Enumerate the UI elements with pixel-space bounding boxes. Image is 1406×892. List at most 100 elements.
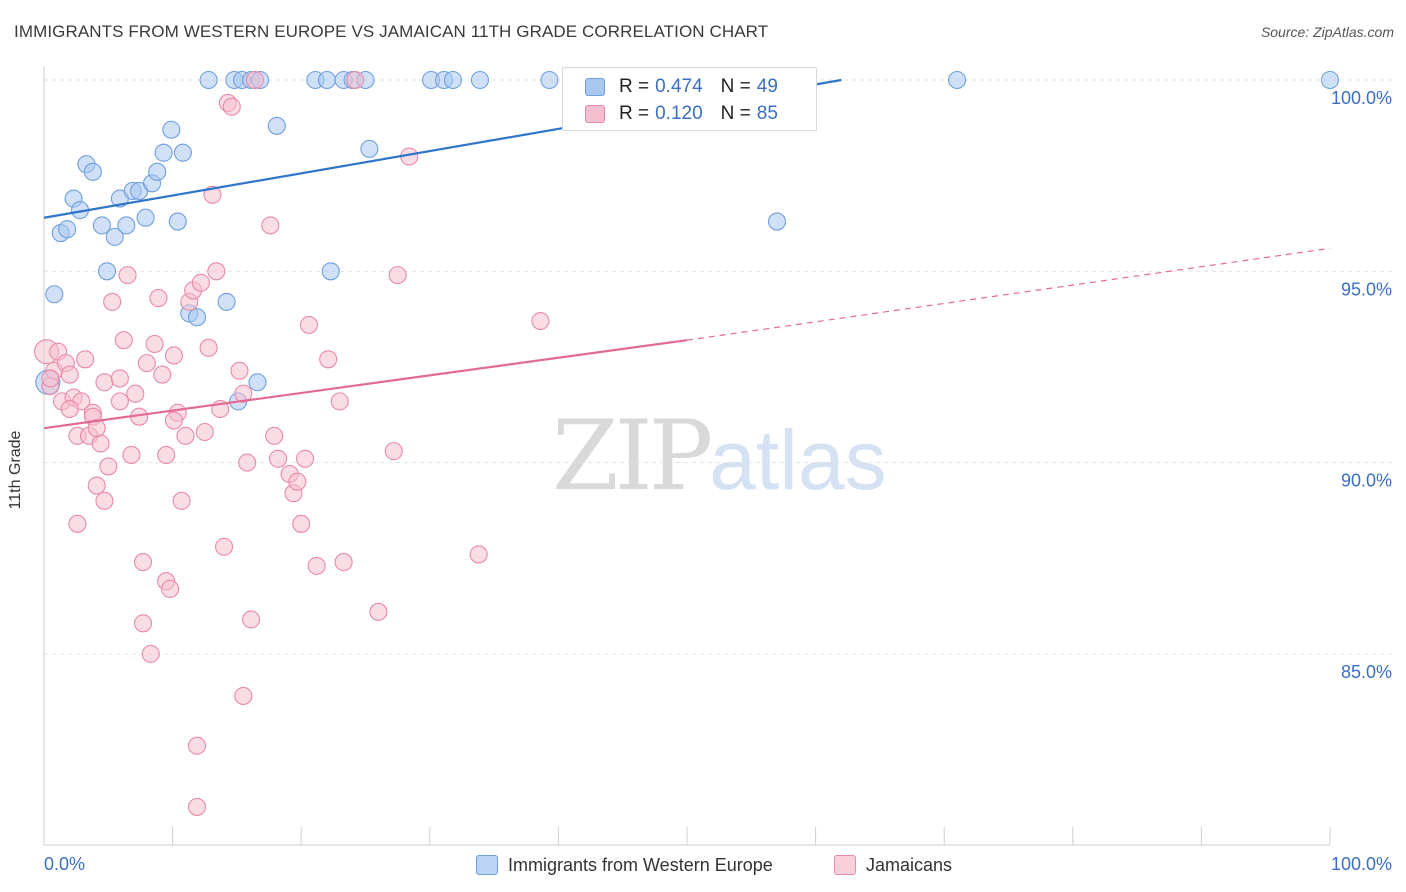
point-western-europe (217, 292, 236, 311)
point-western-europe (162, 120, 181, 139)
legend-n-label: N = (720, 76, 751, 97)
point-jamaicans (157, 445, 176, 464)
legend-r-value: 0.474 (655, 76, 703, 97)
point-western-europe (187, 308, 207, 327)
point-jamaicans (145, 334, 164, 354)
point-jamaicans (126, 384, 145, 403)
point-jamaicans (384, 442, 403, 461)
point-jamaicans (195, 422, 214, 442)
point-western-europe (317, 70, 336, 90)
point-western-europe (321, 262, 340, 281)
bottom-legend-swatch-pink (834, 855, 856, 875)
legend-r-label: R = (619, 76, 650, 97)
point-western-europe (1320, 70, 1340, 90)
point-jamaicans (334, 553, 353, 572)
point-jamaicans (60, 399, 79, 419)
point-western-europe (105, 227, 124, 246)
legend-swatch-blue (585, 78, 605, 96)
point-jamaicans (114, 331, 133, 350)
point-jamaicans (238, 453, 257, 472)
point-jamaicans (87, 419, 106, 438)
point-jamaicans (234, 384, 253, 403)
point-western-europe (948, 70, 967, 90)
stats-legend: R = 0.474 N = 49 R = 0.120 N = 85 (562, 67, 817, 131)
point-western-europe (767, 212, 787, 231)
point-jamaicans (95, 491, 114, 510)
watermark-zip: ZIP (552, 400, 713, 512)
watermark: ZIPatlas (552, 400, 887, 512)
bottom-legend-jamaicans[interactable]: Jamaicans (834, 852, 952, 878)
point-western-europe (148, 162, 167, 181)
point-western-europe (470, 70, 490, 90)
point-jamaicans (261, 216, 280, 235)
point-western-europe (248, 373, 267, 392)
point-western-europe (92, 216, 111, 235)
point-jamaicans (87, 476, 106, 495)
bottom-legend-label: Immigrants from Western Europe (508, 854, 773, 875)
point-western-europe (443, 70, 462, 90)
point-jamaicans (133, 614, 153, 633)
point-jamaicans (41, 369, 60, 388)
bottom-legend-western-europe[interactable]: Immigrants from Western Europe (476, 852, 773, 878)
point-jamaicans (288, 472, 307, 491)
legend-n-value: 85 (756, 103, 778, 124)
legend-r-value: 0.120 (655, 103, 703, 124)
point-western-europe (136, 208, 155, 227)
bottom-legend-label: Jamaicans (866, 854, 953, 875)
point-jamaicans (388, 266, 407, 285)
point-western-europe (58, 220, 77, 239)
point-jamaicans (149, 289, 168, 308)
point-western-europe (540, 70, 559, 90)
y-tick-label: 100.0% (1331, 88, 1392, 108)
point-western-europe (117, 216, 136, 235)
legend-r-label: R = (619, 103, 650, 124)
point-western-europe (45, 285, 64, 304)
point-jamaicans (241, 610, 261, 629)
point-jamaicans (299, 315, 318, 334)
point-jamaicans (369, 602, 388, 621)
point-jamaicans (99, 457, 118, 476)
point-jamaicans (203, 185, 222, 204)
point-western-europe (360, 139, 379, 158)
y-tick-label: 95.0% (1341, 279, 1392, 299)
point-jamaicans (76, 350, 95, 369)
point-jamaicans (330, 392, 349, 411)
point-jamaicans (307, 556, 326, 575)
y-tick-label: 90.0% (1341, 471, 1392, 491)
x-tick-label: 100.0% (1331, 854, 1392, 874)
chart-title: IMMIGRANTS FROM WESTERN EUROPE VS JAMAIC… (14, 22, 769, 41)
point-jamaicans (265, 426, 284, 445)
point-jamaicans (110, 392, 129, 411)
point-jamaicans (207, 262, 226, 281)
point-jamaicans (110, 369, 129, 388)
x-tick-label: 0.0% (44, 854, 85, 874)
point-jamaicans (346, 70, 365, 90)
point-jamaicans (95, 373, 114, 392)
legend-n-value: 49 (756, 76, 778, 97)
point-jamaicans (103, 292, 122, 311)
point-jamaicans (176, 426, 195, 445)
bottom-legend-swatch-blue (476, 855, 498, 875)
point-jamaicans (296, 449, 315, 468)
y-tick-label: 85.0% (1341, 662, 1392, 682)
point-jamaicans (469, 545, 488, 564)
point-jamaicans (91, 434, 110, 453)
point-western-europe (199, 70, 218, 90)
point-jamaicans (160, 579, 180, 598)
point-jamaicans (191, 273, 210, 292)
point-jamaicans (292, 514, 311, 533)
point-jamaicans (269, 449, 288, 468)
point-jamaicans (199, 338, 218, 357)
legend-row-jamaicans: R = 0.120 N = 85 (585, 102, 778, 126)
point-jamaicans (230, 361, 249, 380)
legend-row-western-europe: R = 0.474 N = 49 (585, 75, 778, 99)
legend-n-label: N = (720, 103, 751, 124)
point-jamaicans (153, 365, 172, 384)
point-jamaicans (68, 514, 87, 533)
point-western-europe (168, 212, 187, 231)
watermark-atlas: atlas (709, 413, 887, 507)
point-western-europe (83, 162, 102, 181)
point-jamaicans (245, 70, 264, 90)
trendline-jamaicans-extension (686, 247, 1331, 341)
